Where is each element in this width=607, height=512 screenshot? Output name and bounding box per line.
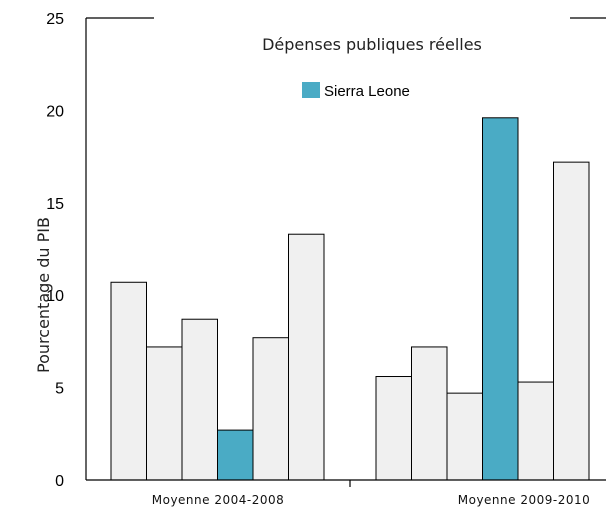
bar <box>553 161 590 481</box>
axes <box>85 17 606 487</box>
bar <box>411 346 448 481</box>
bar <box>181 318 218 481</box>
bar <box>375 376 412 481</box>
x-category-label: Moyenne 2009-2010 <box>458 493 591 507</box>
y-tick-label: 10 <box>46 288 64 305</box>
y-tick-labels: 0 5 10 15 20 25 <box>46 11 64 490</box>
bar <box>288 233 325 481</box>
bar <box>252 337 289 481</box>
bar <box>110 281 147 481</box>
bar <box>517 381 554 481</box>
y-tick-label: 15 <box>46 196 64 213</box>
legend-label-sierra-leone: Sierra Leone <box>324 83 410 100</box>
legend-swatch-sierra-leone <box>302 82 320 98</box>
bar <box>217 429 254 481</box>
bar <box>446 392 483 481</box>
y-tick-label: 0 <box>55 473 64 490</box>
y-tick-label: 5 <box>55 381 64 398</box>
plot-area <box>110 117 590 481</box>
bar <box>482 117 519 481</box>
bar <box>146 346 183 481</box>
y-tick-label: 25 <box>46 11 64 28</box>
x-category-labels: Moyenne 2004-2008 Moyenne 2009-2010 <box>152 493 591 507</box>
y-tick-label: 20 <box>46 103 64 120</box>
x-category-label: Moyenne 2004-2008 <box>152 493 285 507</box>
chart-title: Dépenses publiques réelles <box>262 35 482 54</box>
y-axis-label: Pourcentage du PIB <box>34 217 53 373</box>
